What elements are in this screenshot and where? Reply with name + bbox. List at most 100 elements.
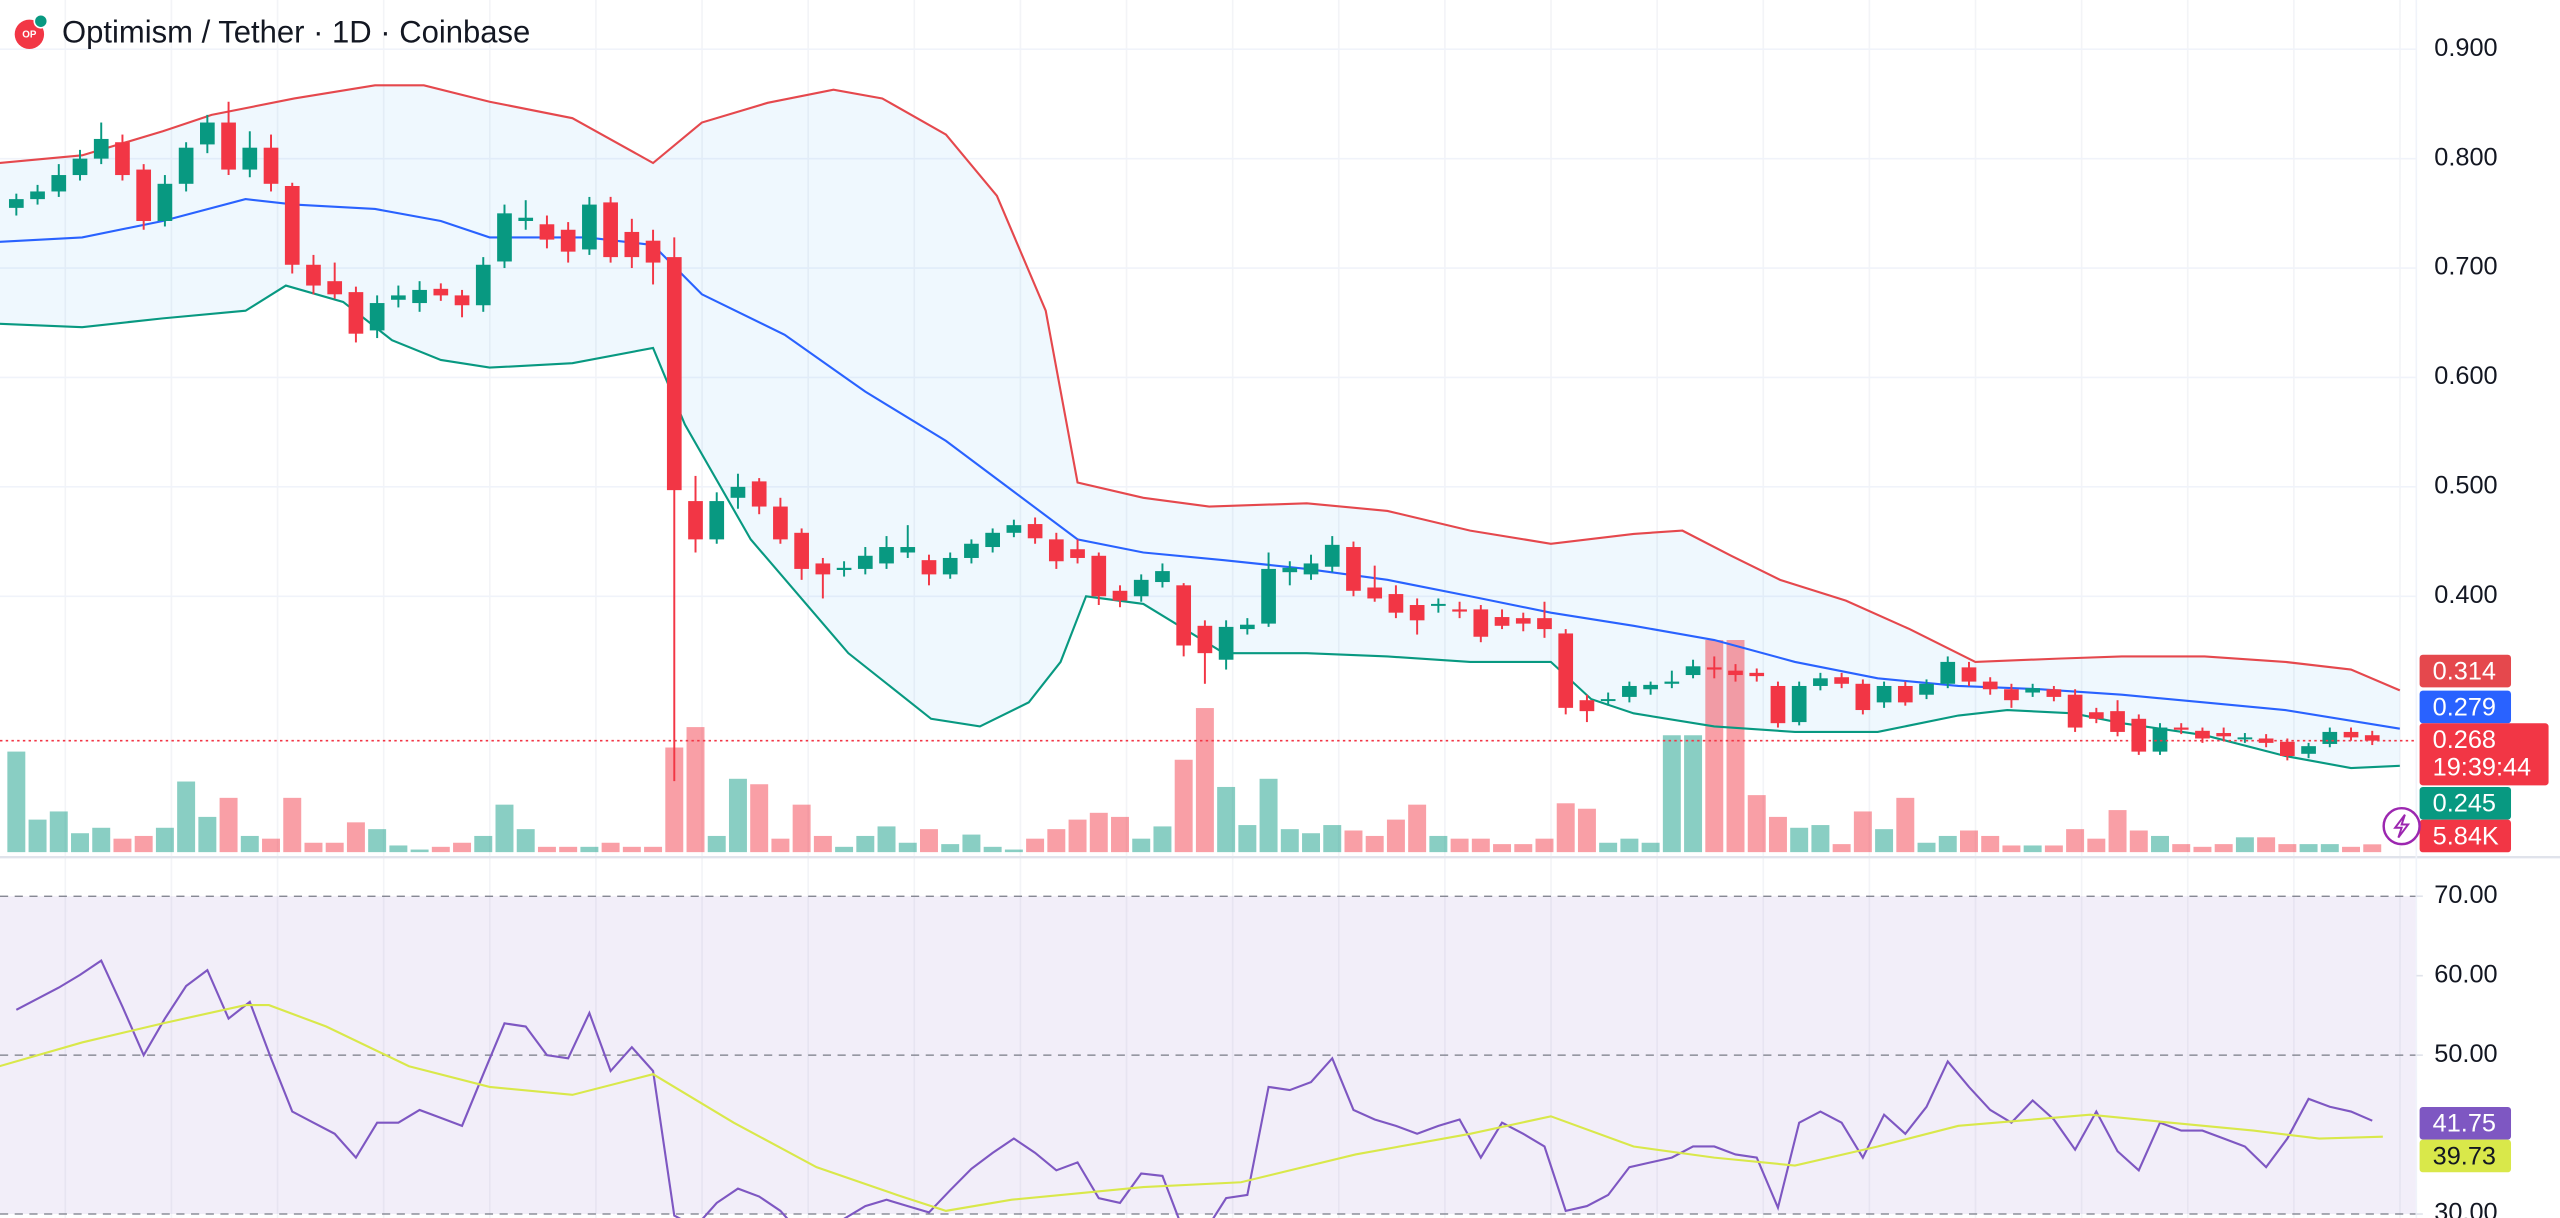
- price-badge: [2419, 723, 2549, 786]
- candle-body: [30, 191, 45, 200]
- candle-body: [2067, 694, 2083, 728]
- candle-body: [624, 231, 640, 258]
- candle-body: [1176, 585, 1192, 646]
- volume-bar: [644, 846, 663, 853]
- candle-body: [1876, 685, 1892, 703]
- volume-bar: [1217, 786, 1236, 853]
- volume-bar: [1599, 842, 1618, 853]
- price-badge: [2419, 819, 2512, 853]
- volume-bar: [983, 846, 1002, 853]
- candle-body: [136, 169, 152, 222]
- y-tick-label: 0.900: [2434, 34, 2497, 62]
- price-axis: 0.900 0.800 0.700 0.600 0.500 0.400 0.314 0.279…: [2416, 34, 2549, 1218]
- candle-body: [2364, 735, 2380, 741]
- candle-body: [1579, 700, 1595, 712]
- exchange-logo: [33, 13, 49, 29]
- candle-body: [964, 543, 979, 558]
- candle-body: [327, 281, 343, 295]
- volume-bar: [1365, 835, 1384, 853]
- volume-bar: [495, 804, 514, 853]
- candle-body: [1494, 617, 1510, 626]
- volume-bar: [580, 846, 599, 853]
- volume-bar: [240, 835, 259, 853]
- candle-body: [1048, 539, 1064, 562]
- alert-bolt: [2393, 814, 2411, 839]
- candle-body: [2280, 741, 2295, 756]
- candle-body: [1685, 666, 1701, 676]
- volume-bar: [1386, 819, 1405, 853]
- candle-body: [391, 295, 406, 300]
- alert-icon[interactable]: [2382, 806, 2421, 846]
- candle-body: [1155, 571, 1170, 583]
- volume-bar: [1047, 829, 1066, 853]
- volume-bar: [198, 816, 217, 853]
- candle-body: [2173, 727, 2189, 730]
- candle-body: [1622, 685, 1637, 697]
- volume-bar: [707, 835, 726, 853]
- candle-body: [1855, 683, 1871, 711]
- volume-bar: [1493, 844, 1512, 853]
- volume-bar: [686, 727, 705, 853]
- candle-body: [2322, 731, 2338, 744]
- candle-body: [921, 560, 937, 575]
- volume-bar: [2235, 837, 2254, 853]
- candle-body: [1218, 626, 1234, 660]
- volume-bar: [2278, 844, 2297, 853]
- volume-bar: [2108, 810, 2127, 853]
- candle-body: [454, 295, 470, 306]
- candle-body: [72, 158, 88, 176]
- volume-bar: [2044, 845, 2063, 853]
- candle-body: [1388, 594, 1404, 613]
- candle-body: [1813, 678, 1828, 686]
- volume-bar: [920, 829, 938, 853]
- price-badge: [2419, 1106, 2512, 1140]
- volume-bar: [49, 811, 68, 853]
- volume-bar: [1195, 708, 1214, 853]
- volume-bar: [410, 849, 429, 853]
- volume-bar: [1811, 825, 1830, 853]
- volume-bar: [1323, 825, 1342, 853]
- price-badge-label: 41.75: [2433, 1110, 2496, 1138]
- candle-body: [560, 229, 576, 252]
- candle-body: [1537, 618, 1552, 630]
- volume-bar: [1344, 830, 1363, 853]
- candle-body: [1940, 661, 1956, 684]
- candle-body: [1728, 670, 1743, 676]
- candle-body: [2131, 718, 2147, 752]
- candle-body: [157, 183, 173, 222]
- y-tick-label: 50.00: [2434, 1040, 2497, 1068]
- alert-button[interactable]: [2382, 806, 2421, 846]
- candle-body: [1282, 567, 1298, 573]
- y-tick-label: 60.00: [2434, 960, 2497, 988]
- price-badge-label: 0.279: [2433, 693, 2496, 721]
- candle-body: [1706, 667, 1722, 670]
- candle-body: [1303, 563, 1319, 575]
- volume-bar: [728, 778, 747, 853]
- price-badge-label: 5.84K: [2433, 822, 2499, 850]
- volume-bar: [304, 842, 323, 853]
- volume-bar: [1026, 838, 1045, 853]
- candle-body: [1346, 547, 1361, 591]
- candle-body: [1006, 525, 1022, 533]
- candle-body: [773, 506, 788, 540]
- volume-bar: [1068, 819, 1087, 853]
- volume-bar: [92, 827, 111, 853]
- volume-bar: [601, 842, 620, 853]
- candle-body: [751, 481, 767, 507]
- candle-body: [369, 303, 385, 331]
- candle-body: [1133, 579, 1149, 597]
- volume-bar: [1768, 816, 1787, 853]
- candle-body: [1515, 618, 1531, 624]
- candle-body: [2046, 689, 2062, 697]
- candle-body: [1431, 603, 1446, 606]
- volume-bar: [898, 842, 917, 853]
- price-badge-label: 0.314: [2433, 657, 2496, 685]
- volume-bar: [1577, 808, 1596, 853]
- y-tick-label: 0.400: [2434, 581, 2497, 609]
- volume-bar: [771, 838, 790, 853]
- volume-bar: [177, 781, 196, 853]
- volume-bar: [1153, 826, 1172, 853]
- volume-bar: [2129, 830, 2148, 853]
